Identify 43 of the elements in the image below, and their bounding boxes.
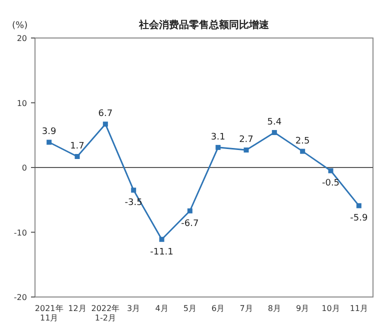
- x-tick-label: 10月: [322, 304, 340, 313]
- data-label: -6.7: [181, 218, 199, 229]
- data-label: 2.5: [295, 136, 310, 146]
- point: [187, 208, 192, 214]
- x-tick-label: 6月: [212, 304, 225, 313]
- y-axis-title: (%): [12, 21, 28, 31]
- point: [300, 148, 306, 154]
- point: [46, 140, 52, 145]
- x-tick-label: 2021年 11月: [34, 304, 64, 323]
- data-label: 5.4: [267, 118, 282, 128]
- point: [131, 188, 136, 193]
- x-tick-label: 5月: [183, 304, 196, 313]
- point: [102, 122, 108, 127]
- x-tick-label: 9月: [296, 304, 310, 313]
- data-label: -0.5: [322, 178, 340, 189]
- data-label: 2.7: [239, 135, 254, 146]
- data-label: 1.7: [70, 141, 84, 152]
- x-tick-label: 12月: [68, 304, 86, 313]
- x-tick-label: 8月: [268, 304, 281, 313]
- point: [356, 203, 362, 208]
- y-tick-label: 20: [16, 34, 27, 43]
- x-tick-label: 7月: [240, 304, 253, 313]
- x-tick-label: 2022年 1-2月: [91, 304, 120, 323]
- point: [244, 148, 249, 153]
- y-tick-label: 10: [16, 98, 27, 108]
- data-label: -5.9: [350, 214, 368, 224]
- y-tick-label: -10: [14, 228, 27, 238]
- point: [272, 130, 277, 136]
- data-label: 3.9: [42, 127, 57, 138]
- x-tick-label: 4月: [155, 304, 168, 313]
- chart-title: 社会消费品零售总额同比增速: [138, 19, 270, 31]
- data-label: 3.1: [210, 132, 226, 142]
- data-label: -3.5: [124, 198, 142, 208]
- point: [216, 144, 221, 150]
- x-tick-label: 11月: [350, 304, 368, 313]
- x-tick-label: 3月: [127, 304, 140, 313]
- y-tick-label: -20: [14, 293, 27, 302]
- point: [328, 168, 334, 174]
- y-tick-label: 0: [22, 164, 27, 172]
- point: [159, 236, 164, 242]
- data-label: 6.7: [98, 109, 113, 120]
- data-label: -11.1: [150, 247, 174, 258]
- point: [74, 154, 80, 159]
